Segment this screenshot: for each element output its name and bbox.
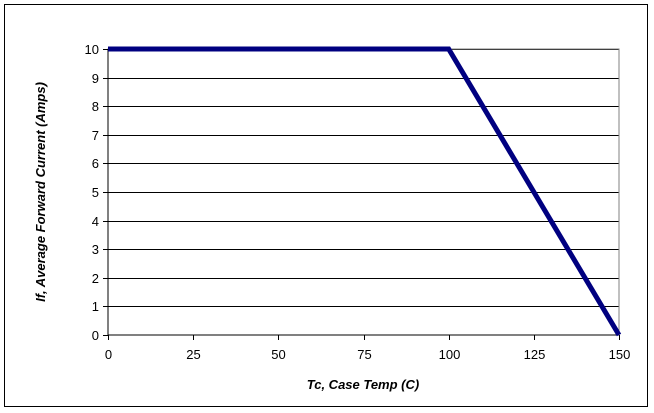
- x-axis-title: Tc, Case Temp (C): [307, 377, 419, 392]
- y-tick-label: 2: [92, 271, 99, 286]
- gridlines: [108, 49, 619, 307]
- y-tick-label: 0: [92, 328, 99, 343]
- x-tick-label: 125: [524, 347, 546, 362]
- y-tick-label: 10: [85, 42, 99, 57]
- x-tick-label: 150: [609, 347, 631, 362]
- y-axis-title: If, Average Forward Current (Amps): [33, 82, 48, 302]
- series-line-derating: [108, 46, 622, 337]
- x-tick-label: 0: [105, 347, 112, 362]
- tick-marks: [103, 49, 620, 340]
- x-tick-label: 75: [357, 347, 371, 362]
- y-tick-label: 4: [92, 214, 99, 229]
- y-tick-label: 8: [92, 99, 99, 114]
- y-tick-label: 9: [92, 71, 99, 86]
- x-tick-label: 50: [271, 347, 285, 362]
- x-tick-label: 100: [439, 347, 461, 362]
- y-tick-label: 6: [92, 156, 99, 171]
- y-tick-labels: 0 1 2 3 4 5 6 7 8 9 10: [85, 42, 99, 343]
- y-tick-label: 5: [92, 185, 99, 200]
- series-layer: [108, 46, 622, 337]
- x-tick-label: 25: [186, 347, 200, 362]
- y-tick-label: 7: [92, 128, 99, 143]
- y-tick-label: 1: [92, 299, 99, 314]
- y-tick-label: 3: [92, 242, 99, 257]
- x-tick-labels: 0 25 50 75 100 125 150: [105, 347, 630, 362]
